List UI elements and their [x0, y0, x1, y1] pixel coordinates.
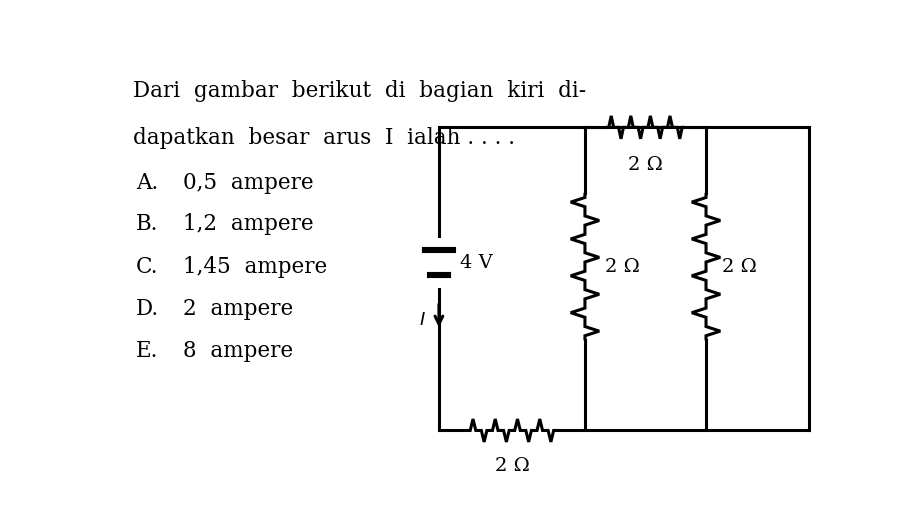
Text: 2  ampere: 2 ampere	[183, 298, 293, 320]
Text: dapatkan  besar  arus  I  ialah . . . .: dapatkan besar arus I ialah . . . .	[132, 127, 515, 149]
Text: 1,45  ampere: 1,45 ampere	[183, 256, 327, 278]
Text: Dari  gambar  berikut  di  bagian  kiri  di-: Dari gambar berikut di bagian kiri di-	[132, 80, 585, 102]
Text: 2 Ω: 2 Ω	[494, 457, 529, 475]
Text: B.: B.	[136, 213, 159, 235]
Text: A.: A.	[136, 172, 158, 194]
Text: 2 Ω: 2 Ω	[605, 257, 640, 276]
Text: C.: C.	[136, 256, 159, 278]
Text: 8  ampere: 8 ampere	[183, 340, 292, 362]
Text: 2 Ω: 2 Ω	[628, 156, 663, 174]
Text: 2 Ω: 2 Ω	[721, 257, 756, 276]
Text: 4 V: 4 V	[460, 254, 494, 271]
Text: $I$: $I$	[419, 311, 426, 329]
Text: 1,2  ampere: 1,2 ampere	[183, 213, 313, 235]
Text: E.: E.	[136, 340, 159, 362]
Text: D.: D.	[136, 298, 159, 320]
Text: 0,5  ampere: 0,5 ampere	[183, 172, 313, 194]
